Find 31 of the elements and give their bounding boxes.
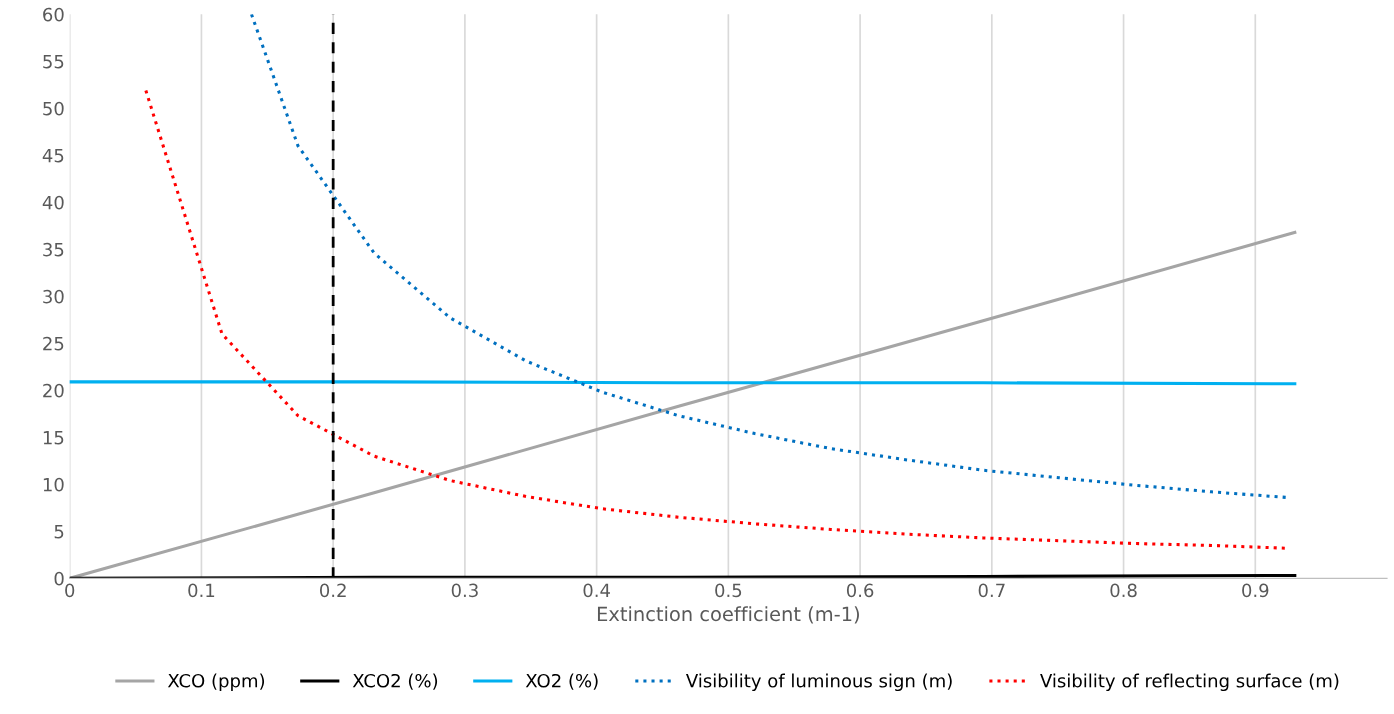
y-tick-label: 55 (43, 54, 64, 69)
x-tick-label: 0.6 (846, 583, 874, 598)
legend-label: Visibility of luminous sign (m) (686, 673, 952, 692)
y-tick-label: 30 (43, 289, 64, 304)
legend-label: Visibility of reflecting surface (m) (1040, 673, 1339, 692)
legend-label: XCO (ppm) (167, 673, 265, 692)
x-tick-label: 0.5 (715, 583, 742, 598)
legend-label: XO2 (%) (525, 673, 598, 690)
x-tick-label: 0.3 (451, 583, 478, 598)
y-tick-label: 50 (43, 101, 64, 116)
x-axis-title: Extinction coefficient (m-1) (597, 606, 859, 624)
x-tick-label: 0.4 (583, 583, 610, 598)
y-tick-label: 20 (43, 383, 64, 398)
line-series (69, 230, 1297, 579)
x-tick-label: 0.8 (1110, 583, 1137, 598)
x-tick-label: 0.1 (188, 583, 215, 598)
y-tick-label: 60 (43, 7, 64, 22)
y-tick-label: 45 (42, 148, 64, 163)
y-tick-label: 40 (42, 195, 64, 210)
x-tick-label: 0.2 (320, 583, 346, 598)
y-tick-label: 0 (54, 571, 64, 586)
legend-label: XCO2 (%) (352, 673, 438, 690)
y-tick-label: 5 (54, 525, 64, 539)
y-tick-label: 15 (43, 431, 64, 445)
line-series (249, 14, 1289, 500)
x-tick-label: 0 (65, 583, 75, 598)
x-tick-label: 0.9 (1242, 583, 1269, 598)
y-tick-label: 25 (43, 336, 64, 351)
y-tick-label: 35 (43, 242, 64, 257)
y-tick-label: 10 (43, 477, 64, 492)
x-tick-label: 0.7 (978, 583, 1005, 598)
